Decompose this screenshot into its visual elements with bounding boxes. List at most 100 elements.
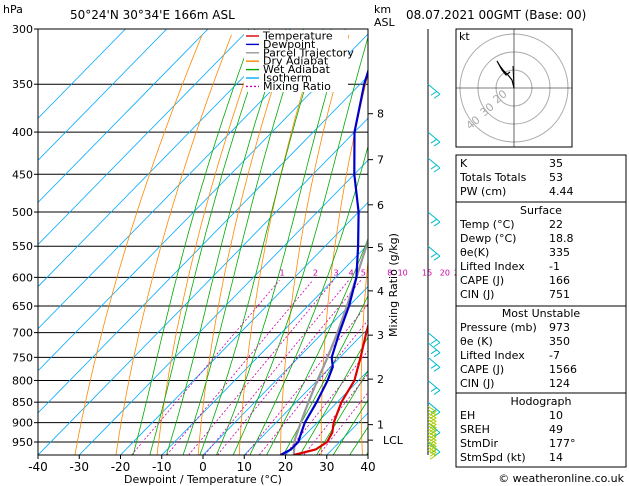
legend-label: Dry Adiabat xyxy=(263,55,329,68)
asl-unit-label: ASL xyxy=(374,16,396,29)
isotherm-line xyxy=(120,201,368,455)
wind-barb-feather xyxy=(433,342,441,348)
hodo-value: 49 xyxy=(549,423,563,436)
wet-adiabat-line xyxy=(132,29,256,455)
low-level-wind-marker xyxy=(427,446,437,457)
legend-label: Parcel Trajectory xyxy=(263,46,354,59)
wet-adiabat-line xyxy=(316,369,368,455)
temperature-tick-label: -10 xyxy=(152,460,172,474)
wind-barb-feather xyxy=(430,138,438,144)
temperature-tick-label: 30 xyxy=(319,460,334,474)
km-unit-label: km xyxy=(374,3,391,16)
indices-table: K 35 Totals Totals 53 PW (cm) 4.44 Surfa… xyxy=(455,154,627,468)
hodograph-table-box xyxy=(455,392,627,468)
temperature-axis: -40 -30 -20 -10 0 10 20 30 40 xyxy=(28,455,376,474)
pressure-tick-label: 450 xyxy=(12,168,33,181)
isotherm-line xyxy=(38,75,368,414)
parcel-trajectory-curve xyxy=(292,237,368,455)
wind-barb-staff xyxy=(427,332,441,343)
isotherm-line xyxy=(38,29,209,204)
low-level-wind-marker xyxy=(427,412,437,423)
low-level-wind-marker xyxy=(427,431,437,442)
mu-label: Lifted Index xyxy=(460,349,525,362)
wet-adiabat-line xyxy=(216,29,346,455)
hodograph-table-title: Hodograph xyxy=(511,395,572,408)
temperature-tick-label: -20 xyxy=(111,460,131,474)
low-level-wind-marker xyxy=(427,434,437,445)
most-unstable-title: Most Unstable xyxy=(502,307,581,320)
wet-adiabat-line xyxy=(165,29,287,455)
hodo-label: EH xyxy=(460,409,475,422)
wind-barb-feather xyxy=(430,363,438,369)
pressure-tick-label: 550 xyxy=(12,240,33,253)
low-level-wind-marker xyxy=(427,443,437,454)
low-level-wind-marker xyxy=(427,409,437,420)
km-tick-label: 2 xyxy=(377,373,384,386)
wet-adiabat-line xyxy=(182,29,304,455)
isotherm-line xyxy=(38,29,250,246)
mixing-ratio-label: 4 xyxy=(349,268,354,277)
wet-adiabat-line xyxy=(249,144,368,455)
mixing-ratio-line xyxy=(204,280,350,455)
wind-barb-feather xyxy=(430,164,438,170)
km-tick-label: 8 xyxy=(377,108,384,121)
pressure-tick-label: 750 xyxy=(12,351,33,364)
mixing-ratio-label: 3 xyxy=(333,268,338,277)
low-level-wind-marker xyxy=(427,419,437,429)
hodo-label: SREH xyxy=(460,423,490,436)
wind-barb-staff xyxy=(427,245,441,257)
legend-label: Temperature xyxy=(262,30,333,43)
km-tick-label: 7 xyxy=(377,154,384,167)
temperature-tick-label: 0 xyxy=(199,460,207,474)
low-level-wind-marker xyxy=(427,422,437,433)
wet-adiabat-line xyxy=(232,35,368,455)
location-title: 50°24'N 30°34'E 166m ASL xyxy=(70,8,235,22)
low-level-wind-marker xyxy=(427,437,437,448)
wind-barb-feather xyxy=(430,90,438,96)
pressure-tick-label: 650 xyxy=(12,300,33,313)
mu-label: CAPE (J) xyxy=(460,363,504,376)
hodo-label: StmDir xyxy=(460,437,499,450)
km-tick-label: 6 xyxy=(377,199,384,212)
index-label: PW (cm) xyxy=(460,185,506,198)
mixing-ratio-label: 20 xyxy=(440,268,450,277)
pressure-tick-label: 300 xyxy=(12,23,33,36)
wind-barb-feather xyxy=(433,141,441,147)
background-lines xyxy=(38,29,437,455)
mixing-ratio-line xyxy=(166,280,314,455)
mixing-ratio-labels: 12345810152025 xyxy=(279,268,464,277)
low-level-wind-marker xyxy=(427,425,437,436)
mu-value: 1566 xyxy=(549,363,577,376)
index-value: 4.44 xyxy=(549,185,574,198)
surface-label: Lifted Index xyxy=(460,260,525,273)
index-value: 35 xyxy=(549,157,563,170)
wind-barb xyxy=(427,380,441,395)
wind-barb-feather xyxy=(430,387,438,392)
wind-barb-feather xyxy=(433,255,441,261)
copyright-text: © weatheronline.co.uk xyxy=(498,472,624,485)
wind-barb-staff xyxy=(427,356,441,368)
isotherm-line xyxy=(285,370,368,455)
isotherm-line xyxy=(38,29,168,161)
dry-adiabat-line xyxy=(400,35,437,455)
hodo-value: 10 xyxy=(549,409,563,422)
dry-adiabat-line xyxy=(197,34,291,455)
index-value: 53 xyxy=(549,171,563,184)
sounding-curves xyxy=(279,68,368,455)
dry-adiabat-line xyxy=(238,34,320,455)
hpa-unit-label: hPa xyxy=(3,3,23,16)
mixing-ratio-label: 2 xyxy=(313,268,318,277)
mu-value: 973 xyxy=(549,321,570,334)
temperature-tick-label: 20 xyxy=(278,460,293,474)
pressure-axis: 300 350 400 450 500 550 600 650 700 750 800 850 900 9… xyxy=(12,23,38,449)
wind-barb-feather xyxy=(433,390,441,395)
mixing-ratio-line xyxy=(188,280,334,455)
surface-label: θe(K) xyxy=(460,246,489,259)
indices-top-box xyxy=(455,154,627,203)
wind-barb xyxy=(427,157,441,173)
hodograph-trace xyxy=(496,60,515,89)
wind-barb-staff xyxy=(427,83,441,95)
mixing-ratio-label: 8 xyxy=(387,268,392,277)
wind-barb-staff xyxy=(427,211,441,223)
pressure-tick-label: 350 xyxy=(12,78,33,91)
